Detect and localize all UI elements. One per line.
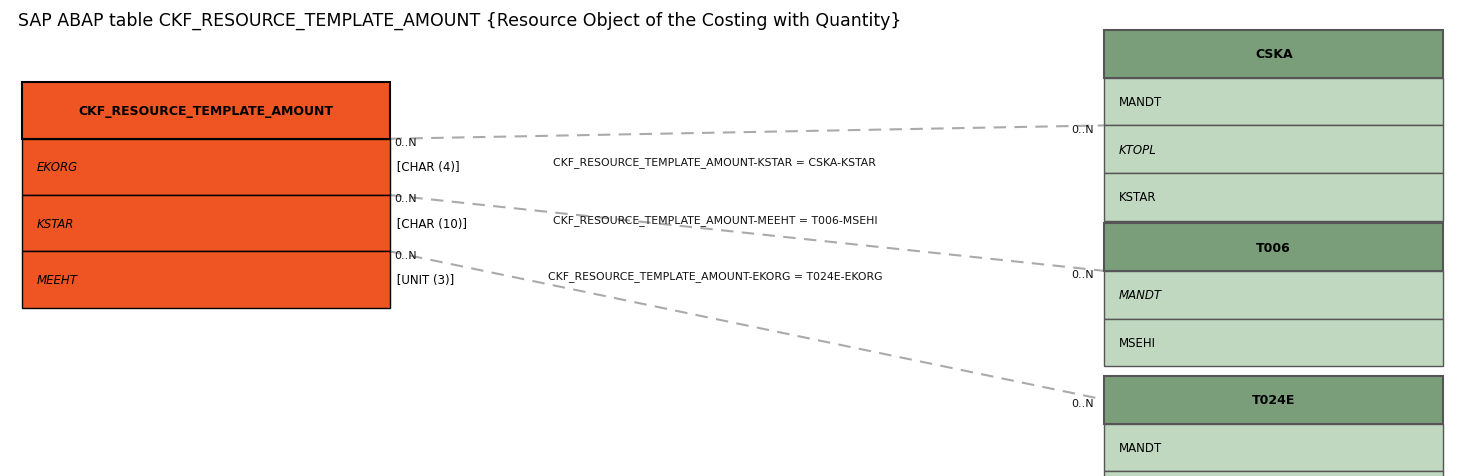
FancyBboxPatch shape [1104,79,1443,126]
Text: CSKA: CSKA [1255,48,1293,61]
Text: 0..N: 0..N [394,250,417,260]
Text: [CHAR (4)]: [CHAR (4)] [392,161,460,174]
Text: T024E: T024E [1252,393,1296,407]
FancyBboxPatch shape [22,83,390,139]
FancyBboxPatch shape [1104,319,1443,367]
Text: MANDT: MANDT [1119,441,1163,454]
FancyBboxPatch shape [1104,126,1443,174]
Text: CKF_RESOURCE_TEMPLATE_AMOUNT-MEEHT = T006-MSEHI: CKF_RESOURCE_TEMPLATE_AMOUNT-MEEHT = T00… [553,214,877,225]
FancyBboxPatch shape [1104,174,1443,221]
FancyBboxPatch shape [1104,424,1443,471]
Text: MANDT: MANDT [1119,288,1161,302]
FancyBboxPatch shape [22,196,390,252]
FancyBboxPatch shape [22,139,390,196]
Text: KSTAR: KSTAR [1119,191,1157,204]
Text: KSTAR: KSTAR [36,217,74,230]
Text: T006: T006 [1256,241,1291,254]
Text: [UNIT (3)]: [UNIT (3)] [392,273,454,287]
Text: 0..N: 0..N [1071,269,1094,279]
Text: [CHAR (10)]: [CHAR (10)] [392,217,467,230]
Text: 0..N: 0..N [1071,398,1094,408]
Text: 0..N: 0..N [394,138,417,148]
FancyBboxPatch shape [1104,224,1443,271]
Text: CKF_RESOURCE_TEMPLATE_AMOUNT: CKF_RESOURCE_TEMPLATE_AMOUNT [79,105,333,118]
Text: CKF_RESOURCE_TEMPLATE_AMOUNT-KSTAR = CSKA-KSTAR: CKF_RESOURCE_TEMPLATE_AMOUNT-KSTAR = CSK… [553,157,877,168]
Text: KTOPL: KTOPL [1119,143,1157,157]
Text: 0..N: 0..N [1071,125,1094,134]
FancyBboxPatch shape [22,252,390,308]
Text: CKF_RESOURCE_TEMPLATE_AMOUNT-EKORG = T024E-EKORG: CKF_RESOURCE_TEMPLATE_AMOUNT-EKORG = T02… [547,271,883,282]
Text: MANDT: MANDT [1119,96,1163,109]
FancyBboxPatch shape [1104,376,1443,424]
FancyBboxPatch shape [1104,31,1443,79]
Text: MSEHI: MSEHI [1119,336,1156,349]
Text: SAP ABAP table CKF_RESOURCE_TEMPLATE_AMOUNT {Resource Object of the Costing with: SAP ABAP table CKF_RESOURCE_TEMPLATE_AMO… [18,12,900,30]
Text: MEEHT: MEEHT [36,273,77,287]
Text: EKORG: EKORG [36,161,77,174]
Text: 0..N: 0..N [394,194,417,204]
FancyBboxPatch shape [1104,271,1443,319]
FancyBboxPatch shape [1104,471,1443,476]
